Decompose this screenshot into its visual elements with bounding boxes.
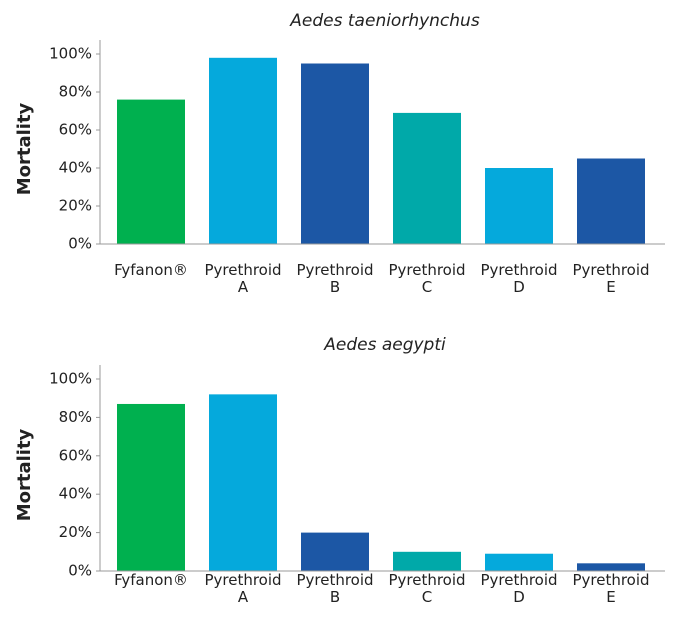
bar bbox=[117, 403, 185, 571]
y-tick-label: 0% bbox=[68, 562, 92, 580]
x-tick-label: Pyrethroid D bbox=[480, 261, 557, 296]
y-tick-label: 60% bbox=[59, 121, 92, 139]
y-tick-label: 20% bbox=[59, 523, 92, 541]
bar bbox=[577, 158, 645, 244]
bar bbox=[301, 532, 369, 571]
chart-title: Aedes aegypti bbox=[323, 335, 446, 355]
bar bbox=[485, 168, 553, 244]
x-tick-label: Pyrethroid D bbox=[480, 571, 557, 606]
x-tick-label: Pyrethroid B bbox=[296, 571, 373, 606]
x-tick-label: Pyrethroid A bbox=[204, 261, 281, 296]
x-tick-label: Pyrethroid C bbox=[388, 261, 465, 296]
y-tick-label: 60% bbox=[59, 446, 92, 464]
bar bbox=[301, 63, 369, 244]
y-tick-label: 80% bbox=[59, 408, 92, 426]
y-tick-label: 80% bbox=[59, 83, 92, 101]
bar bbox=[485, 553, 553, 571]
y-tick-label: 20% bbox=[59, 197, 92, 215]
x-tick-label: Pyrethroid E bbox=[572, 261, 649, 296]
chart-title: Aedes taeniorhynchus bbox=[289, 11, 480, 31]
x-tick-label: Pyrethroid E bbox=[572, 571, 649, 606]
y-tick-label: 40% bbox=[59, 485, 92, 503]
bar bbox=[117, 99, 185, 244]
y-tick-label: 40% bbox=[59, 159, 92, 177]
x-tick-label: Pyrethroid A bbox=[204, 571, 281, 606]
y-tick-label: 0% bbox=[68, 235, 92, 253]
bar bbox=[577, 563, 645, 571]
y-tick-label: 100% bbox=[49, 45, 92, 63]
y-axis-label: Mortality bbox=[14, 102, 35, 195]
bar bbox=[209, 394, 277, 571]
y-axis-label: Mortality bbox=[14, 428, 35, 521]
bar bbox=[209, 57, 277, 244]
x-tick-label: Fyfanon® bbox=[114, 571, 188, 589]
x-tick-label: Pyrethroid B bbox=[296, 261, 373, 296]
x-tick-label: Pyrethroid C bbox=[388, 571, 465, 606]
bar bbox=[393, 551, 461, 571]
bar bbox=[393, 112, 461, 245]
x-tick-label: Fyfanon® bbox=[114, 261, 188, 279]
y-tick-label: 100% bbox=[49, 370, 92, 388]
